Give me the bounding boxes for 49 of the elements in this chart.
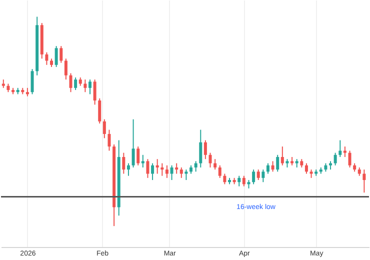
candlestick — [54, 46, 58, 68]
candlestick — [146, 158, 150, 178]
candlestick — [126, 162, 130, 176]
candlestick — [64, 58, 68, 80]
candlestick — [204, 140, 207, 160]
candlestick — [170, 164, 174, 181]
candlestick — [348, 150, 352, 168]
candlestick — [262, 169, 265, 183]
candlestick — [60, 46, 63, 64]
candlestick — [199, 129, 202, 168]
candlestick — [156, 158, 159, 174]
candlestick — [30, 68, 34, 95]
candlestick — [218, 164, 222, 178]
candlestick — [304, 162, 308, 174]
candlestick — [160, 162, 164, 176]
candlestick — [256, 169, 260, 181]
candlestick — [102, 118, 106, 139]
candlestick — [151, 162, 154, 181]
candlestick — [338, 140, 342, 158]
candlestick — [343, 146, 346, 158]
candlestick — [214, 158, 217, 170]
candlestick — [88, 79, 92, 95]
candlestick — [252, 169, 256, 185]
candlestick — [208, 152, 212, 168]
candlestick — [271, 160, 274, 172]
candlestick — [108, 129, 111, 152]
candlestick — [175, 162, 178, 174]
candlestick — [136, 146, 140, 166]
candlestick — [362, 169, 366, 194]
candlestick — [132, 118, 135, 168]
candlestick — [238, 175, 241, 187]
candlestick — [242, 175, 246, 187]
candlestick — [165, 164, 168, 178]
candlestick — [84, 79, 87, 93]
candlestick — [180, 166, 183, 178]
candlestick — [266, 162, 270, 174]
candlestick — [69, 72, 72, 93]
candlestick — [93, 79, 96, 106]
candlestick — [98, 98, 102, 124]
candlestick — [276, 154, 280, 172]
candlestick — [141, 154, 144, 168]
candlestick — [334, 152, 337, 166]
candlestick — [122, 152, 126, 174]
candlestick — [280, 146, 284, 166]
candlestick — [184, 169, 188, 181]
candlestick — [45, 52, 48, 66]
candlestick — [194, 160, 198, 172]
candlestick — [74, 76, 78, 91]
candlestick — [223, 173, 226, 185]
